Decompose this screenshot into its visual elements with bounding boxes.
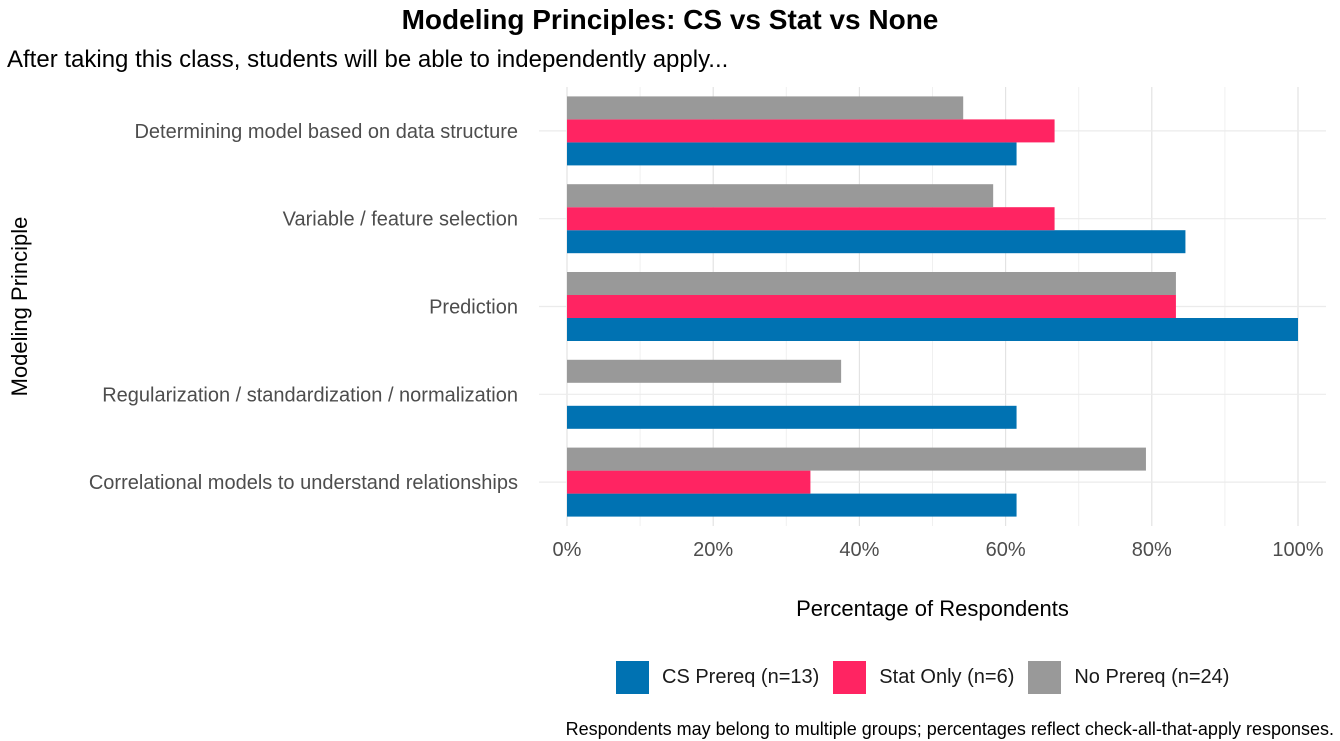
bar-cs-prereq-4	[567, 405, 1017, 429]
legend-item-stat-only: Stat Only (n=6)	[833, 661, 1014, 694]
legend-label-cs-prereq: CS Prereq (n=13)	[662, 666, 820, 688]
bar-cs-prereq-1	[567, 142, 1017, 166]
bar-no-prereq-5	[567, 447, 1146, 471]
legend-swatch-cs-prereq	[616, 661, 649, 694]
bar-no-prereq-1	[567, 96, 964, 120]
legend-swatch-no-prereq	[1028, 661, 1062, 694]
bar-stat-only-1	[567, 119, 1055, 143]
chart-title: Modeling Principles: CS vs Stat vs None	[401, 4, 939, 35]
bar-stat-only-3	[567, 295, 1176, 318]
x-tick-label: 40%	[839, 539, 879, 561]
category-label: Variable / feature selection	[283, 209, 518, 231]
category-label: Determining model based on data structur…	[134, 121, 518, 143]
legend-label-stat-only: Stat Only (n=6)	[879, 666, 1015, 688]
bar-cs-prereq-3	[567, 318, 1298, 341]
bar-stat-only-2	[567, 207, 1055, 231]
category-label: Regularization / standardization / norma…	[102, 384, 518, 406]
legend-swatch-stat-only	[833, 661, 867, 694]
x-tick-label: 0%	[553, 539, 582, 561]
legend-item-cs-prereq: CS Prereq (n=13)	[616, 661, 819, 694]
bar-no-prereq-4	[567, 359, 842, 383]
chart-subtitle: After taking this class, students will b…	[7, 46, 729, 73]
x-tick-label: 20%	[693, 539, 733, 561]
bar-no-prereq-2	[567, 184, 994, 208]
y-axis-title: Modeling Principle	[7, 217, 32, 397]
chart-caption: Respondents may belong to multiple group…	[565, 719, 1334, 739]
bar-no-prereq-3	[567, 272, 1176, 295]
legend: CS Prereq (n=13) Stat Only (n=6) No Prer…	[616, 661, 1243, 694]
x-tick-label: 60%	[986, 539, 1026, 561]
x-tick-label: 100%	[1272, 539, 1323, 561]
category-label: Correlational models to understand relat…	[89, 472, 518, 494]
x-tick-label: 80%	[1132, 539, 1172, 561]
category-label: Prediction	[429, 297, 518, 319]
bar-stat-only-5	[567, 470, 811, 494]
legend-item-no-prereq: No Prereq (n=24)	[1028, 661, 1229, 694]
bar-cs-prereq-2	[567, 230, 1186, 254]
legend-label-no-prereq: No Prereq (n=24)	[1074, 666, 1230, 688]
bar-cs-prereq-5	[567, 493, 1017, 517]
x-axis-title: Percentage of Respondents	[796, 596, 1069, 621]
